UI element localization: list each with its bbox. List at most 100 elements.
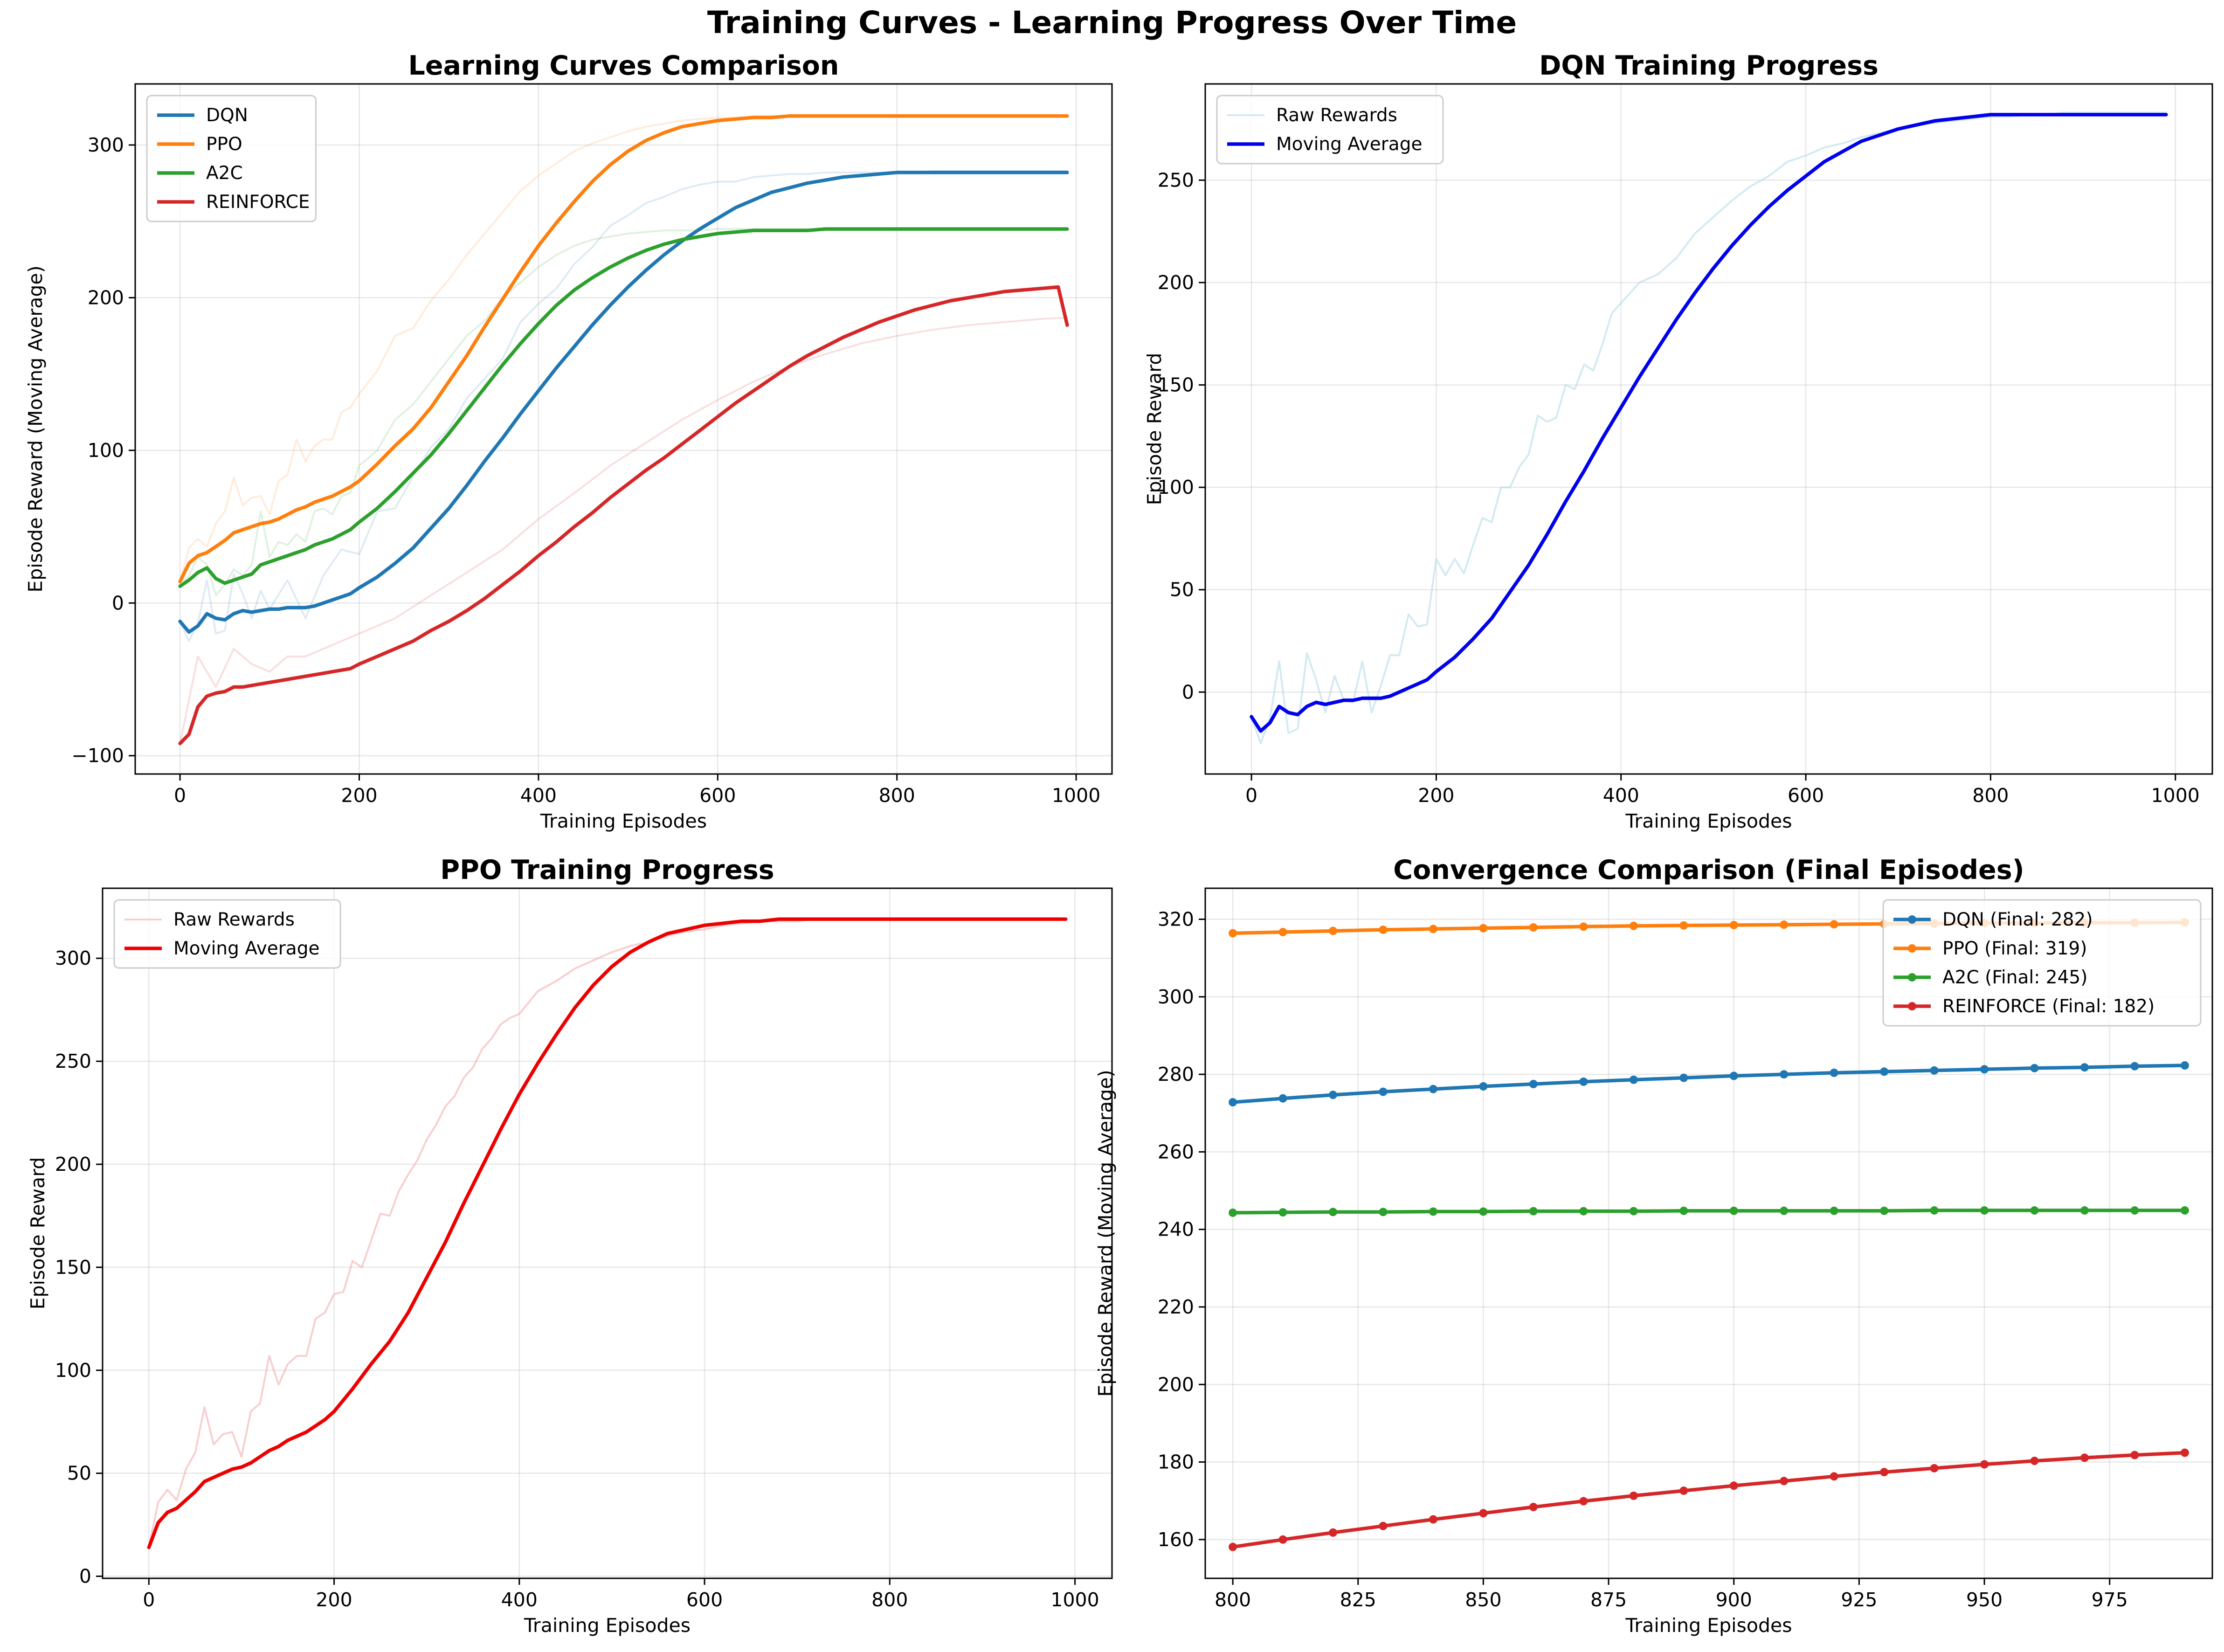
data-point xyxy=(1278,1094,1287,1103)
y-tick-label: 260 xyxy=(1158,1141,1194,1163)
axes-frame xyxy=(134,83,1113,775)
y-tick-label: 160 xyxy=(1158,1528,1194,1551)
data-point xyxy=(1780,1070,1789,1079)
plot-area xyxy=(1229,918,2189,1551)
data-point xyxy=(1229,1542,1237,1551)
series-line-dqn-final-282- xyxy=(1231,1064,2187,1104)
data-point xyxy=(2130,1206,2139,1215)
data-point xyxy=(1379,1087,1388,1096)
x-axis-label: Training Episodes xyxy=(524,1614,691,1637)
data-point xyxy=(1229,929,1237,938)
plot-area xyxy=(178,114,1069,746)
data-point xyxy=(1529,1207,1538,1216)
series-line-raw-rewards xyxy=(148,918,1067,1548)
data-point xyxy=(1629,921,1638,930)
data-point xyxy=(1579,1207,1588,1216)
data-point xyxy=(1930,1464,1939,1472)
x-tick-label: 1000 xyxy=(1052,784,1100,807)
data-point xyxy=(1830,920,1838,929)
plot-area xyxy=(147,917,1068,1549)
data-point xyxy=(2030,1064,2039,1072)
y-tick-label: 300 xyxy=(1158,986,1194,1008)
data-point xyxy=(1980,1206,1989,1215)
legend-label: Moving Average xyxy=(173,938,319,959)
legend: Raw Rewards Moving Average xyxy=(1216,95,1444,165)
y-tick-label: 180 xyxy=(1158,1451,1194,1473)
data-point xyxy=(2030,1457,2039,1465)
data-point xyxy=(1930,1066,1939,1075)
data-point xyxy=(1729,1071,1738,1080)
legend-label: Raw Rewards xyxy=(1276,105,1397,126)
y-tick-label: 300 xyxy=(88,134,124,156)
y-tick-label: −100 xyxy=(71,745,124,767)
legend-marker xyxy=(1908,944,1916,953)
chart-convergence: 800 825 850 875 900 925 950 975 160 180 200 220 240 2… xyxy=(1094,855,2213,1637)
data-point xyxy=(2080,1453,2089,1462)
x-tick-label: 200 xyxy=(316,1589,352,1611)
axes-frame xyxy=(1204,887,2213,1579)
x-tick-label: 950 xyxy=(1966,1589,2003,1611)
data-point xyxy=(1329,1528,1338,1537)
x-tick-label: 600 xyxy=(699,784,736,807)
series-line-reinforce xyxy=(178,285,1069,746)
data-point xyxy=(1830,1206,1838,1215)
data-point xyxy=(2030,1206,2039,1215)
y-tick-label: 150 xyxy=(55,1256,91,1279)
y-axis-label: Episode Reward xyxy=(1143,353,1166,505)
data-point xyxy=(1980,1065,1989,1074)
legend-label: A2C xyxy=(206,163,243,184)
chart-title: DQN Training Progress xyxy=(1539,50,1879,81)
data-point xyxy=(1880,1067,1889,1076)
chart-learning-curves: 0 200 400 600 800 1000 −100 0 100 200 300 Learning … xyxy=(24,50,1113,832)
y-tick-label: 320 xyxy=(1158,908,1194,931)
data-point xyxy=(1780,1477,1789,1486)
legend-label: PPO xyxy=(206,134,242,155)
y-tick-label: 150 xyxy=(1158,374,1194,396)
legend-label: Moving Average xyxy=(1276,134,1422,155)
data-point xyxy=(1229,1098,1237,1106)
data-point xyxy=(1429,1515,1437,1524)
data-point xyxy=(1529,1079,1538,1088)
data-point xyxy=(1278,1535,1287,1544)
data-point xyxy=(1529,923,1538,932)
series-line-reinforce-final-182- xyxy=(1231,1451,2187,1549)
x-tick-label: 925 xyxy=(1841,1589,1877,1611)
legend-label: DQN xyxy=(206,105,248,126)
data-point xyxy=(1729,1206,1738,1215)
data-point xyxy=(2130,1451,2139,1459)
series-line-ppo xyxy=(178,114,1069,584)
data-point xyxy=(1830,1472,1838,1481)
y-axis-label: Episode Reward (Moving Average) xyxy=(1094,1070,1117,1396)
y-tick-label: 100 xyxy=(1158,476,1194,498)
x-axis-label: Training Episodes xyxy=(1625,810,1792,832)
axes-frame xyxy=(102,887,1113,1579)
x-tick-label: 200 xyxy=(341,784,377,807)
x-tick-label: 800 xyxy=(879,784,915,807)
data-point xyxy=(1780,920,1789,929)
data-point xyxy=(1880,1468,1889,1477)
legend-label: Raw Rewards xyxy=(173,909,295,930)
x-tick-label: 975 xyxy=(2092,1589,2128,1611)
legend-box xyxy=(146,95,317,222)
y-tick-label: 0 xyxy=(1182,681,1194,703)
data-point xyxy=(2180,1061,2189,1070)
y-tick-label: 0 xyxy=(79,1565,91,1588)
y-tick-label: 250 xyxy=(55,1050,91,1072)
data-point xyxy=(1379,925,1388,934)
data-point xyxy=(1329,1091,1338,1099)
x-tick-label: 0 xyxy=(1245,784,1257,807)
data-point xyxy=(2130,1062,2139,1071)
data-point xyxy=(1729,920,1738,929)
legend-label: A2C (Final: 245) xyxy=(1942,967,2087,988)
data-point xyxy=(1679,1486,1688,1495)
data-point xyxy=(1278,1208,1287,1217)
data-point xyxy=(1679,1073,1688,1082)
data-point xyxy=(1329,926,1338,935)
y-tick-label: 200 xyxy=(55,1153,91,1175)
legend-marker xyxy=(1908,973,1916,982)
data-point xyxy=(1980,1460,1989,1469)
series-line-raw xyxy=(179,170,1068,643)
chart-dqn-progress: 0 200 400 600 800 1000 0 50 100 150 200 250 DQN Trai… xyxy=(1143,50,2213,832)
y-axis-label: Episode Reward (Moving Average) xyxy=(24,265,47,592)
